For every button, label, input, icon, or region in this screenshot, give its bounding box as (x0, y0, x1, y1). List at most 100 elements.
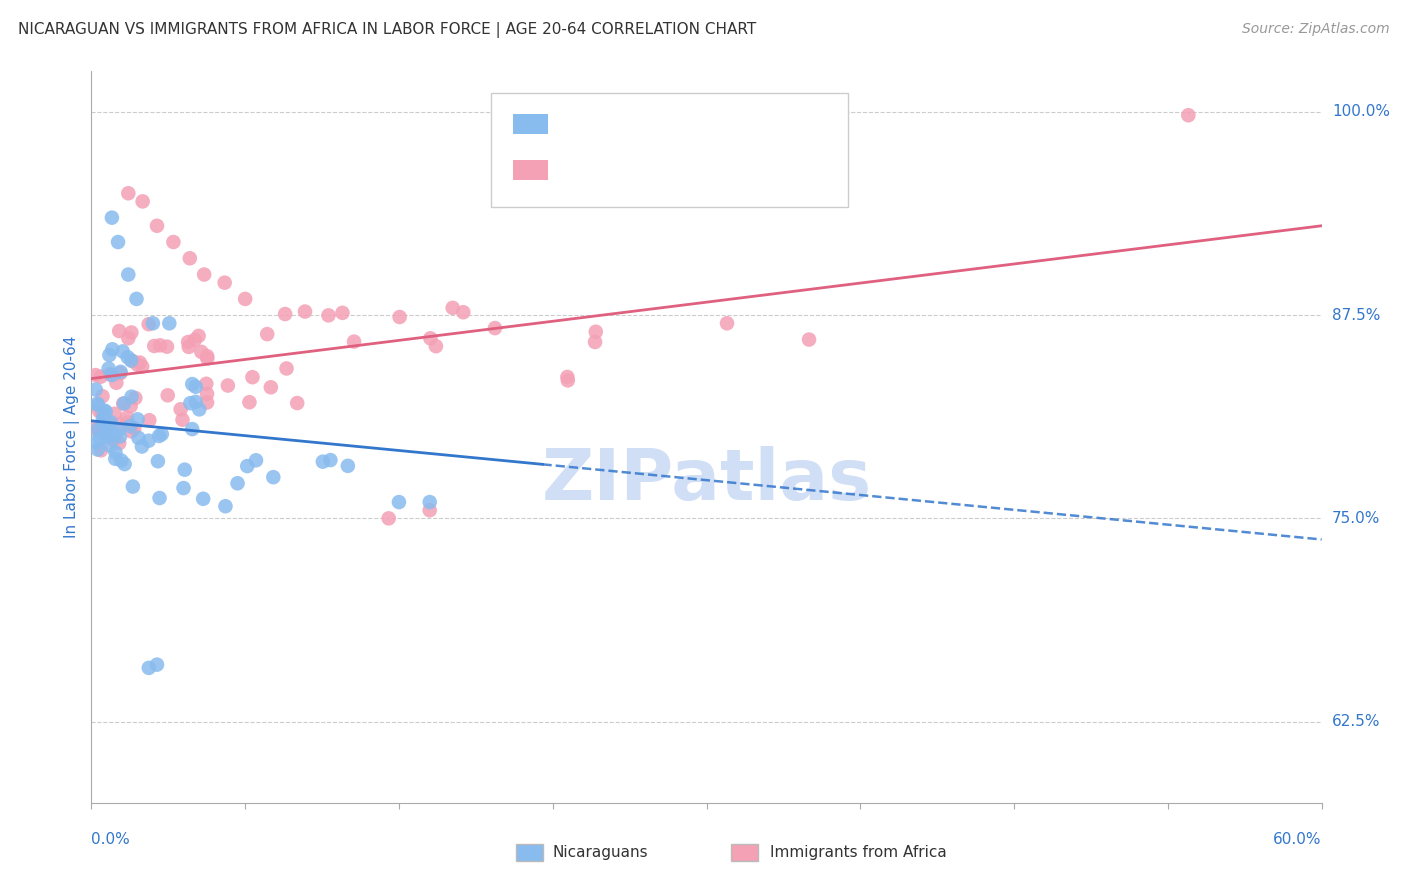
Point (138, 661, 160, 675)
Point (86, 396, 108, 410)
Point (120, 326, 142, 340)
FancyBboxPatch shape (513, 114, 548, 135)
Point (332, 306, 354, 320)
Point (188, 402, 211, 417)
Text: 87.5%: 87.5% (1331, 308, 1381, 323)
Point (179, 396, 201, 410)
Point (557, 370, 579, 384)
Point (256, 327, 278, 342)
Point (89, 422, 111, 436)
Text: R = -0.135   N = 72: R = -0.135 N = 72 (567, 115, 730, 133)
Point (146, 219, 169, 233)
Point (143, 339, 166, 353)
Point (585, 325, 607, 339)
Point (93, 425, 115, 440)
Point (117, 416, 139, 430)
Point (138, 413, 160, 427)
Point (104, 445, 127, 459)
Point (97, 361, 120, 376)
Y-axis label: In Labor Force | Age 20-64: In Labor Force | Age 20-64 (65, 336, 80, 538)
Point (84, 368, 107, 383)
Point (142, 316, 165, 330)
Point (233, 292, 256, 306)
Point (195, 395, 218, 409)
Point (87, 442, 110, 457)
Point (419, 495, 441, 509)
Point (195, 351, 218, 366)
Point (388, 310, 411, 324)
Point (157, 316, 180, 330)
Point (274, 307, 297, 321)
Point (131, 359, 153, 374)
Point (173, 463, 195, 477)
Point (245, 453, 267, 467)
Point (138, 317, 160, 331)
Point (91, 411, 114, 425)
Point (108, 324, 131, 338)
Point (184, 333, 207, 347)
Point (90, 369, 112, 384)
Point (177, 335, 200, 350)
FancyBboxPatch shape (731, 845, 758, 861)
Point (87, 398, 110, 412)
Point (388, 495, 411, 509)
Point (120, 419, 142, 434)
Point (117, 268, 139, 282)
Point (294, 304, 316, 318)
Point (124, 421, 146, 435)
Point (94, 423, 117, 437)
Point (107, 423, 129, 437)
Point (260, 380, 283, 394)
Point (93, 403, 115, 417)
Bar (491, 94, 848, 207)
Point (110, 453, 132, 467)
Point (111, 344, 134, 359)
Point (453, 305, 475, 319)
Point (121, 390, 143, 404)
Point (105, 376, 128, 390)
Point (117, 186, 139, 201)
Point (86, 420, 108, 434)
Point (193, 491, 215, 506)
Point (377, 511, 399, 525)
Point (226, 476, 249, 491)
Point (138, 434, 160, 448)
Point (149, 338, 172, 352)
Point (103, 428, 125, 442)
Point (108, 417, 131, 431)
Point (89, 404, 111, 418)
Point (121, 479, 143, 493)
Point (148, 429, 170, 443)
Point (120, 353, 142, 368)
Text: 60.0%: 60.0% (1274, 832, 1322, 847)
Point (236, 459, 259, 474)
Point (190, 344, 212, 359)
Text: 62.5%: 62.5% (1331, 714, 1381, 729)
Point (583, 334, 606, 349)
Point (101, 211, 124, 225)
Point (193, 268, 215, 282)
Point (187, 329, 209, 343)
Point (117, 350, 139, 364)
Point (98, 439, 121, 453)
Point (94, 404, 117, 418)
Text: ZIPatlas: ZIPatlas (541, 447, 872, 516)
Point (172, 413, 194, 427)
Point (195, 349, 218, 363)
Point (276, 361, 298, 376)
Point (128, 356, 150, 370)
Point (156, 388, 179, 402)
Point (112, 396, 135, 410)
Point (162, 235, 184, 249)
Point (177, 340, 200, 354)
Point (242, 370, 264, 384)
Point (120, 399, 142, 413)
Text: Immigrants from Africa: Immigrants from Africa (770, 845, 948, 860)
Point (127, 412, 149, 426)
Point (173, 481, 195, 495)
FancyBboxPatch shape (513, 160, 548, 180)
Text: 75.0%: 75.0% (1331, 511, 1381, 526)
Point (195, 387, 218, 401)
Point (146, 454, 169, 468)
Text: Source: ZipAtlas.com: Source: ZipAtlas.com (1241, 22, 1389, 37)
